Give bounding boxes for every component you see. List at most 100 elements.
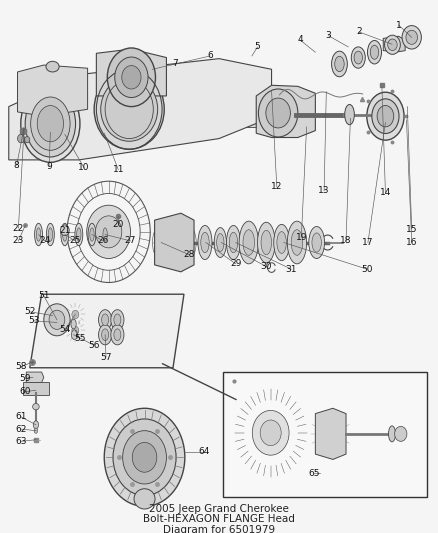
- Ellipse shape: [309, 227, 325, 259]
- Text: 15: 15: [406, 225, 417, 233]
- Text: 2005 Jeep Grand Cherokee: 2005 Jeep Grand Cherokee: [149, 504, 289, 514]
- Ellipse shape: [88, 223, 96, 246]
- Text: 60: 60: [20, 387, 31, 396]
- Circle shape: [49, 310, 65, 329]
- Circle shape: [260, 420, 281, 446]
- Ellipse shape: [31, 97, 70, 150]
- Ellipse shape: [261, 230, 272, 255]
- Ellipse shape: [351, 47, 365, 68]
- Ellipse shape: [198, 225, 212, 260]
- Text: 7: 7: [172, 60, 178, 68]
- Ellipse shape: [214, 228, 226, 257]
- Text: 57: 57: [100, 353, 112, 361]
- Circle shape: [104, 408, 185, 506]
- Circle shape: [115, 57, 148, 98]
- Text: 54: 54: [59, 325, 71, 334]
- Ellipse shape: [372, 99, 399, 133]
- Ellipse shape: [103, 228, 107, 241]
- Ellipse shape: [33, 421, 39, 429]
- Text: 28: 28: [184, 251, 195, 259]
- Ellipse shape: [335, 56, 344, 71]
- Polygon shape: [96, 49, 166, 96]
- Text: 64: 64: [198, 448, 209, 456]
- Ellipse shape: [114, 329, 121, 341]
- Ellipse shape: [201, 232, 209, 253]
- Text: 24: 24: [39, 237, 50, 245]
- Ellipse shape: [226, 225, 240, 260]
- Text: 10: 10: [78, 164, 90, 172]
- Ellipse shape: [388, 39, 397, 51]
- Polygon shape: [315, 408, 346, 459]
- Ellipse shape: [354, 51, 363, 64]
- Polygon shape: [30, 294, 184, 368]
- Ellipse shape: [37, 106, 64, 142]
- Ellipse shape: [94, 69, 164, 149]
- Ellipse shape: [332, 51, 347, 77]
- Ellipse shape: [71, 330, 78, 340]
- Polygon shape: [9, 59, 272, 160]
- Circle shape: [122, 66, 141, 89]
- Ellipse shape: [385, 35, 400, 54]
- Circle shape: [132, 442, 157, 472]
- Ellipse shape: [46, 223, 54, 246]
- Ellipse shape: [36, 228, 41, 241]
- Polygon shape: [26, 372, 44, 383]
- Ellipse shape: [217, 233, 224, 252]
- Text: 12: 12: [271, 182, 283, 191]
- Text: 53: 53: [28, 317, 40, 325]
- Text: 4: 4: [297, 36, 303, 44]
- Ellipse shape: [63, 228, 67, 241]
- Text: 25: 25: [70, 237, 81, 245]
- Text: 18: 18: [340, 237, 352, 245]
- Ellipse shape: [389, 426, 396, 442]
- Text: 61: 61: [15, 413, 27, 421]
- Text: 22: 22: [13, 224, 24, 232]
- Text: 65: 65: [309, 469, 320, 478]
- Circle shape: [252, 410, 289, 455]
- Ellipse shape: [48, 228, 53, 241]
- FancyBboxPatch shape: [195, 114, 256, 127]
- Ellipse shape: [102, 314, 109, 326]
- Ellipse shape: [402, 26, 421, 49]
- Text: 51: 51: [38, 292, 49, 300]
- Ellipse shape: [46, 61, 59, 72]
- Text: 63: 63: [15, 437, 27, 446]
- Ellipse shape: [99, 310, 112, 330]
- Text: 59: 59: [20, 374, 31, 383]
- Circle shape: [72, 326, 79, 335]
- Ellipse shape: [114, 314, 121, 326]
- Ellipse shape: [77, 228, 81, 241]
- Ellipse shape: [287, 221, 307, 264]
- Polygon shape: [256, 85, 315, 138]
- FancyBboxPatch shape: [223, 372, 427, 497]
- Text: Diagram for 6501979: Diagram for 6501979: [163, 525, 275, 533]
- Circle shape: [18, 134, 25, 143]
- Text: 5: 5: [254, 43, 261, 51]
- Ellipse shape: [111, 325, 124, 345]
- Text: 55: 55: [74, 334, 85, 343]
- Text: 52: 52: [24, 308, 35, 316]
- Text: 9: 9: [46, 162, 52, 171]
- Text: 50: 50: [361, 265, 373, 273]
- Ellipse shape: [370, 45, 379, 59]
- Text: 20: 20: [113, 221, 124, 229]
- Text: 21: 21: [59, 226, 71, 235]
- Ellipse shape: [274, 224, 290, 261]
- Ellipse shape: [367, 41, 381, 64]
- Ellipse shape: [345, 104, 354, 125]
- Text: 26: 26: [97, 237, 109, 245]
- Circle shape: [25, 136, 30, 143]
- Ellipse shape: [312, 233, 321, 252]
- Ellipse shape: [102, 329, 109, 341]
- Circle shape: [266, 98, 290, 128]
- Ellipse shape: [34, 428, 38, 433]
- Ellipse shape: [25, 90, 76, 157]
- Circle shape: [95, 216, 122, 248]
- FancyBboxPatch shape: [53, 116, 120, 131]
- Text: 3: 3: [325, 31, 332, 40]
- Ellipse shape: [99, 325, 112, 345]
- Text: 58: 58: [15, 362, 27, 371]
- Ellipse shape: [35, 223, 42, 246]
- Circle shape: [395, 426, 407, 441]
- Ellipse shape: [277, 232, 286, 253]
